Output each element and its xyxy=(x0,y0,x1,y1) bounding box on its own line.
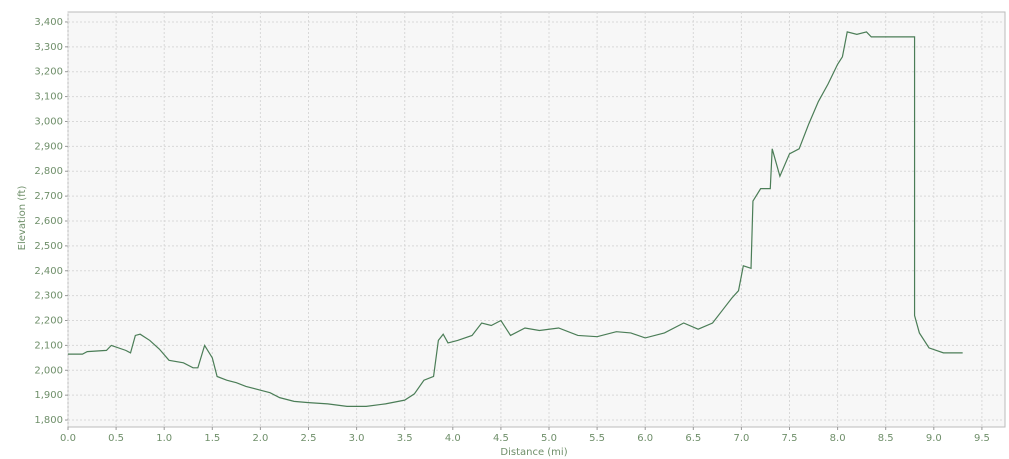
y-tick-label: 3,300 xyxy=(34,42,63,53)
y-tick-label: 3,100 xyxy=(34,92,63,103)
y-tick-label: 3,000 xyxy=(34,116,63,127)
x-tick-label: 4.5 xyxy=(493,433,509,444)
y-tick-label: 2,700 xyxy=(34,191,63,202)
elevation-line xyxy=(68,31,963,407)
y-tick-label: 3,200 xyxy=(34,67,63,78)
x-tick-label: 3.5 xyxy=(397,433,413,444)
x-tick-label: 2.5 xyxy=(301,433,317,444)
y-tick-label: 2,100 xyxy=(34,340,63,351)
y-tick-label: 2,500 xyxy=(34,241,63,252)
x-tick-label: 2.0 xyxy=(252,433,268,444)
x-tick-label: 8.0 xyxy=(830,433,846,444)
x-tick-label: 1.5 xyxy=(204,433,220,444)
x-tick-label: 5.0 xyxy=(541,433,557,444)
x-tick-label: 8.5 xyxy=(878,433,894,444)
x-tick-label: 7.0 xyxy=(733,433,749,444)
x-tick-label: 9.0 xyxy=(926,433,942,444)
x-tick-label: 4.0 xyxy=(445,433,461,444)
y-tick-label: 2,200 xyxy=(34,316,63,327)
x-tick-label: 9.5 xyxy=(974,433,990,444)
y-axis-label: Elevation (ft) xyxy=(17,186,28,251)
y-tick-label: 2,800 xyxy=(34,166,63,177)
y-tick-label: 2,900 xyxy=(34,141,63,152)
y-tick-label: 3,400 xyxy=(34,17,63,28)
y-tick-label: 2,600 xyxy=(34,216,63,227)
x-tick-label: 0.0 xyxy=(60,433,76,444)
y-tick-label: 1,900 xyxy=(34,390,63,401)
y-tick-label: 2,000 xyxy=(34,365,63,376)
x-axis-label: Distance (mi) xyxy=(500,447,567,458)
x-tick-label: 3.0 xyxy=(349,433,365,444)
y-tick-label: 1,800 xyxy=(34,415,63,426)
y-tick-label: 2,300 xyxy=(34,291,63,302)
x-tick-label: 1.0 xyxy=(156,433,172,444)
plot-area xyxy=(67,11,1006,428)
x-tick-label: 6.0 xyxy=(637,433,653,444)
x-tick-label: 7.5 xyxy=(782,433,798,444)
x-tick-label: 5.5 xyxy=(589,433,605,444)
y-tick-label: 2,400 xyxy=(34,266,63,277)
x-tick-label: 0.5 xyxy=(108,433,124,444)
x-tick-label: 6.5 xyxy=(685,433,701,444)
